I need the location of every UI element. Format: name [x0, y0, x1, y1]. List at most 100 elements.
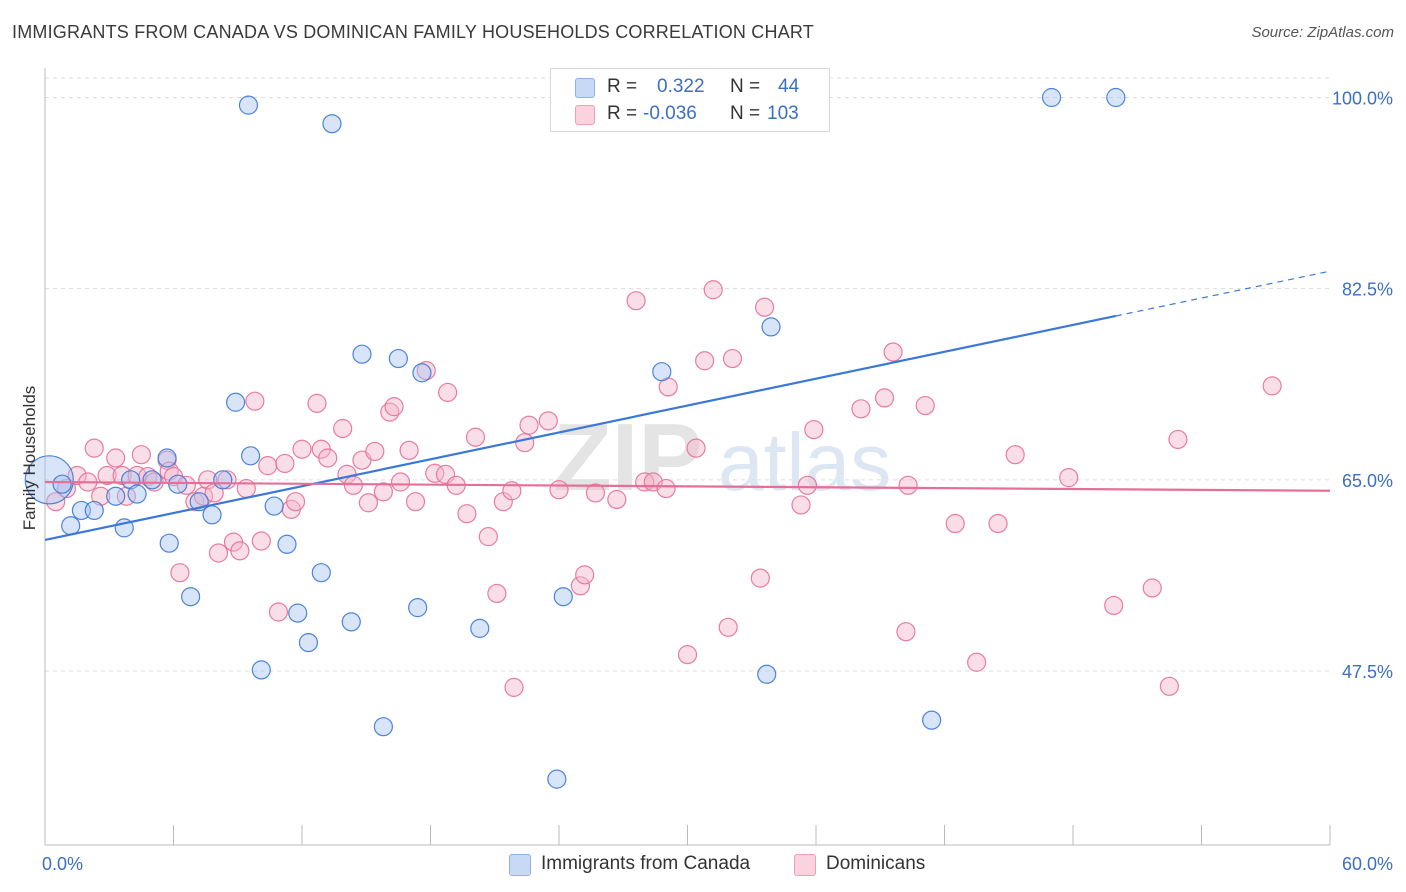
canada-point: [238, 95, 259, 115]
canada-point: [121, 470, 141, 490]
legend-swatch-canada: [575, 78, 595, 98]
canada-trend-extension: [1115, 270, 1331, 317]
dominicans-point: [504, 677, 524, 697]
dominicans-point: [718, 617, 738, 637]
dominicans-point: [318, 448, 338, 468]
dominicans-point: [131, 445, 151, 465]
y-tick-label: 82.5%: [1342, 280, 1393, 300]
canada-point: [168, 474, 188, 494]
canada-point: [352, 344, 372, 364]
legend-n-label: N =: [730, 76, 761, 97]
dominicans-point: [1168, 429, 1188, 450]
dominicans-point: [851, 399, 871, 419]
dominicans-point: [722, 348, 743, 369]
canada-point: [159, 533, 179, 553]
dominicans-point: [465, 427, 486, 447]
dominicans-point: [373, 482, 393, 502]
dominicans-point: [390, 472, 411, 492]
dominicans-point: [91, 486, 111, 506]
dominicans-point: [874, 388, 895, 408]
x-tick-label: 0.0%: [42, 854, 83, 874]
dominicans-point: [487, 583, 507, 604]
dominicans-point: [208, 543, 229, 563]
dominicans-point: [457, 504, 477, 524]
canada-point: [322, 114, 342, 134]
dominicans-point: [549, 480, 569, 500]
canada-point: [24, 455, 74, 505]
canada-point: [181, 587, 201, 607]
y-tick-label: 65.0%: [1342, 471, 1393, 491]
dominicans-point: [97, 465, 117, 486]
dominicans-point: [84, 438, 104, 458]
dominicans-point: [258, 456, 278, 476]
canada-point: [157, 448, 177, 468]
source-label: Source: ZipAtlas.com: [1251, 24, 1394, 41]
canada-point: [311, 563, 331, 583]
legend-swatch-dominicans: [575, 105, 595, 125]
canada-point: [373, 717, 393, 737]
dominicans-point: [438, 382, 458, 403]
dominicans-trend-line: [44, 480, 1331, 492]
trend-lines: [44, 270, 1331, 541]
dominicans-point: [384, 397, 404, 417]
dominicans-point: [358, 493, 378, 513]
canada-trend-line: [44, 314, 1117, 541]
watermark-atlas: atlas: [718, 417, 891, 508]
dominicans-point: [570, 576, 591, 596]
dominicans-point: [1262, 376, 1282, 396]
canada-point: [226, 392, 246, 412]
canada-point: [652, 362, 672, 382]
canada-point: [298, 632, 319, 653]
canada-point: [1106, 87, 1126, 108]
watermark-zip: ZIP: [553, 404, 702, 511]
canada-point: [547, 769, 567, 789]
legend-r-value: -0.036: [643, 103, 697, 124]
legend-r-label: R =: [607, 76, 638, 97]
bottom-legend-swatch-dominicans: [794, 854, 816, 876]
bottom-legend-label-canada: Immigrants from Canada: [541, 853, 751, 874]
dominicans-point: [607, 489, 627, 510]
canada-point: [1041, 87, 1062, 108]
dominicans-point: [343, 475, 363, 495]
canada-point: [202, 505, 222, 525]
legend-n-label: N =: [730, 103, 761, 124]
dominicans-point: [988, 513, 1008, 534]
canada-point: [341, 612, 361, 632]
dominicans-point: [703, 280, 723, 300]
dominicans-point: [898, 475, 918, 495]
dominicans-point: [292, 439, 312, 459]
correlation-legend: R = 0.322 N = 44 R = -0.036 N = 103: [550, 68, 830, 132]
dominicans-point: [515, 433, 535, 453]
canada-point: [761, 317, 781, 337]
dominicans-point: [896, 622, 916, 642]
dominicans-point: [425, 463, 445, 483]
canada-point: [251, 660, 271, 680]
axis-labels: 100.0% 82.5% 65.0% 47.5% 0.0% 60.0% Family Hou…: [20, 89, 1393, 875]
dominicans-point: [791, 495, 811, 515]
canada-point: [412, 363, 432, 383]
canada-point: [127, 484, 147, 504]
dominicans-point: [750, 568, 770, 588]
canada-point: [470, 618, 490, 638]
dominicans-point: [754, 297, 775, 317]
dominicans-point: [1059, 468, 1079, 488]
dominicans-point: [67, 465, 87, 486]
dominicans-point: [405, 492, 426, 512]
canada-point: [388, 348, 408, 369]
canada-point: [277, 534, 297, 554]
canada-point: [241, 446, 261, 466]
y-axis-title: Family Households: [20, 386, 39, 531]
dominicans-point: [399, 440, 419, 460]
dominicans-point: [883, 342, 903, 362]
legend-r-label: R =: [607, 103, 638, 124]
dominicans-point: [46, 492, 66, 512]
dominicans-point: [695, 351, 715, 371]
canada-point: [553, 587, 573, 607]
dominicans-point: [230, 541, 250, 561]
dominicans-point: [333, 418, 353, 439]
dominicans-point: [285, 492, 306, 512]
dominicans-point: [365, 441, 385, 462]
dominicans-points: [46, 280, 1282, 697]
dominicans-point: [1159, 676, 1179, 696]
dominicans-point: [1005, 445, 1025, 465]
